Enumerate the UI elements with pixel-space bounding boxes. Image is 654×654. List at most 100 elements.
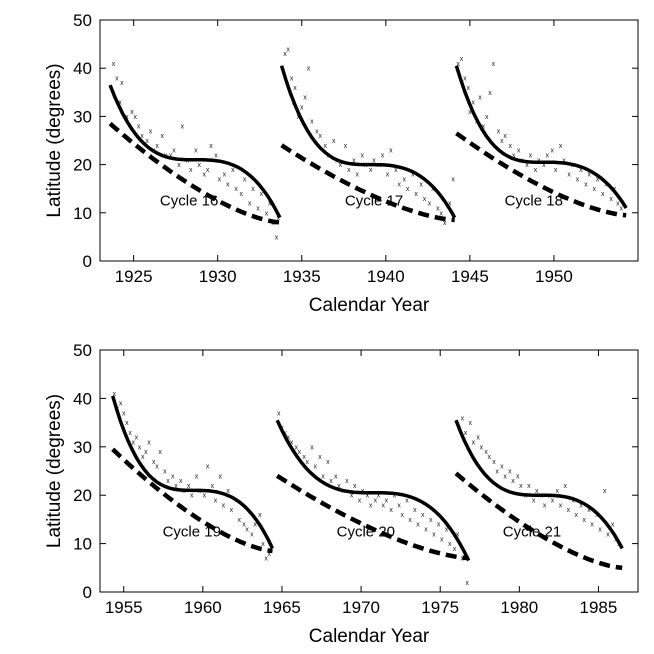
scatter-point: x <box>226 488 230 495</box>
scatter-point: x <box>250 531 254 538</box>
scatter-point: x <box>120 80 124 87</box>
scatter-point: x <box>276 215 280 222</box>
scatter-point: x <box>245 527 249 534</box>
scatter-point: x <box>290 75 294 82</box>
scatter-point: x <box>345 478 349 485</box>
scatter-point: x <box>206 464 210 471</box>
fit-curve <box>111 395 275 550</box>
scatter-point: x <box>197 162 201 169</box>
fit-curve <box>108 84 282 219</box>
scatter-point: x <box>261 541 265 548</box>
scatter-point: x <box>248 201 252 208</box>
x-tick-label: 1970 <box>342 598 380 617</box>
scatter-point: x <box>437 522 441 529</box>
scatter-point: x <box>329 478 333 485</box>
scatter-point: x <box>337 483 341 490</box>
scatter-point: x <box>500 138 504 145</box>
y-tick-label: 0 <box>83 583 92 602</box>
scatter-point: x <box>344 143 348 150</box>
scatter-point: x <box>174 483 178 490</box>
scatter-point: x <box>495 469 499 476</box>
scatter-point: x <box>287 46 291 53</box>
scatter-point: x <box>131 439 135 446</box>
scatter-point: x <box>177 162 181 169</box>
scatter-point: x <box>163 469 167 476</box>
scatter-point: x <box>508 143 512 150</box>
scatter-point: x <box>315 128 319 135</box>
scatter-point: x <box>448 541 452 548</box>
y-tick-label: 20 <box>73 486 92 505</box>
scatter-point: x <box>190 493 194 500</box>
scatter-point: x <box>606 531 610 538</box>
scatter-point: x <box>445 527 449 534</box>
scatter-point: x <box>134 114 138 121</box>
scatter-point: x <box>160 133 164 140</box>
scatter-point: x <box>414 191 418 198</box>
scatter-point: x <box>112 61 116 68</box>
scatter-point: x <box>405 498 409 505</box>
tick-layer-top: 1925 1930 1935 1940 1945 1950 0 10 20 30 40 50 <box>73 11 638 286</box>
scatter-point: x <box>298 449 302 456</box>
scatter-point: x <box>169 152 173 159</box>
x-tick-label: 1955 <box>105 598 143 617</box>
lower-bound-curve <box>275 473 469 561</box>
x-tick-label: 1945 <box>451 267 489 286</box>
scatter-point: x <box>543 502 547 509</box>
scatter-point: x <box>389 507 393 514</box>
y-tick-label: 10 <box>73 535 92 554</box>
scatter-point: x <box>517 148 521 155</box>
scatter-point: x <box>562 157 566 164</box>
scatter-point: x <box>283 51 287 58</box>
scatter-point: x <box>187 483 191 490</box>
scatter-point: x <box>147 439 151 446</box>
scatter-point: x <box>294 444 298 451</box>
fit-curve <box>454 65 628 209</box>
scatter-point: x <box>463 75 467 82</box>
tick-layer-bottom: 1955 1960 1965 1970 1975 1980 1985 0 10 20 30 40 50 <box>73 341 638 617</box>
scatter-point: x <box>532 498 536 505</box>
scatter-point: x <box>361 152 365 159</box>
scatter-point: x <box>476 435 480 442</box>
cycle-label: Cycle 19 <box>163 523 221 540</box>
scatter-point: x <box>355 172 359 179</box>
scatter-point: x <box>155 464 159 471</box>
scatter-point: x <box>416 522 420 529</box>
scatter-point: x <box>203 493 207 500</box>
scatter-point: x <box>485 114 489 121</box>
scatter-point: x <box>389 148 393 155</box>
scatter-point: x <box>559 502 563 509</box>
scatter-point: x <box>616 201 620 208</box>
scatter-point: x <box>347 167 351 174</box>
y-tick-label: 40 <box>73 389 92 408</box>
scatter-point: x <box>511 478 515 485</box>
scatter-point: x <box>300 104 304 111</box>
scatter-point: x <box>321 473 325 480</box>
scatter-point: x <box>440 536 444 543</box>
scatter-point: x <box>158 449 162 456</box>
scatter-point: x <box>492 459 496 466</box>
x-tick-label: 1925 <box>115 267 153 286</box>
scatter-point: x <box>135 435 139 442</box>
scatter-point: x <box>206 167 210 174</box>
scatter-point: x <box>253 522 257 529</box>
scatter-point: x <box>440 210 444 217</box>
cycle-group-2: xxxxxxxxxxxxxxxxxxxxxxxxxxxxxxxxxxxxxxxx… <box>279 46 457 227</box>
scatter-point: x <box>140 133 144 140</box>
cycle-group-1: xxxxxxxxxxxxxxxxxxxxxxxxxxxxxxxxxxxxxxxx… <box>111 391 275 563</box>
scatter-point: x <box>534 167 538 174</box>
scatter-point: x <box>326 459 330 466</box>
scatter-point: x <box>366 493 370 500</box>
scatter-point: x <box>575 512 579 519</box>
scatter-point: x <box>512 152 516 159</box>
scatter-point: x <box>268 201 272 208</box>
scatter-point: x <box>488 454 492 461</box>
scatter-point: x <box>411 172 415 179</box>
scatter-point: x <box>519 483 523 490</box>
scatter-point: x <box>461 415 465 422</box>
scatter-point: x <box>275 234 279 241</box>
scatter-point: x <box>318 454 322 461</box>
scatter-point: x <box>283 430 287 437</box>
cycle-label: Cycle 17 <box>345 193 403 210</box>
scatter-point: x <box>264 556 268 563</box>
